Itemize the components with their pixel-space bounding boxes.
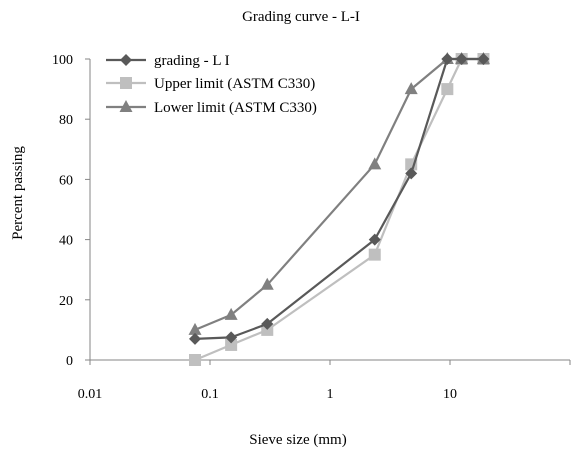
y-tick-label: 60 <box>59 173 73 188</box>
data-point-triangle <box>224 307 238 320</box>
data-point-square <box>368 248 381 261</box>
x-tick-label: 10 <box>443 387 457 402</box>
legend-item: Lower limit (ASTM C330) <box>106 100 317 116</box>
x-axis-ticks: 0.01 0.1 1 10 <box>78 360 571 402</box>
x-tick-label: 0.01 <box>78 387 103 402</box>
data-point-diamond <box>441 53 454 65</box>
x-axis-label: Sieve size (mm) <box>249 432 346 448</box>
data-point-diamond <box>477 53 490 65</box>
data-point-square <box>261 323 274 336</box>
x-tick-label: 0.1 <box>201 387 219 402</box>
data-point-triangle <box>119 100 133 112</box>
y-tick-label: 40 <box>59 234 73 249</box>
legend-label: Lower limit (ASTM C330) <box>154 100 317 116</box>
data-point-triangle <box>188 322 202 335</box>
y-axis-label: Percent passing <box>10 146 26 240</box>
legend-label: grading - L I <box>154 53 230 69</box>
series-layer <box>188 52 490 366</box>
data-point-triangle <box>404 82 418 95</box>
data-point-diamond <box>405 167 418 180</box>
chart-title: Grading curve - L-I <box>242 9 360 25</box>
legend-label: Upper limit (ASTM C330) <box>154 76 315 92</box>
y-tick-label: 20 <box>59 294 73 309</box>
x-tick-label: 1 <box>327 387 334 402</box>
data-point-diamond <box>261 317 274 330</box>
data-point-triangle <box>368 157 382 170</box>
y-tick-label: 80 <box>59 113 73 128</box>
legend: grading - L I Upper limit (ASTM C330) Lowe… <box>106 53 317 116</box>
data-point-square <box>189 354 202 366</box>
series-diamond <box>189 53 490 345</box>
y-axis-ticks: 0 20 40 60 80 100 <box>52 53 90 369</box>
data-point-diamond <box>120 54 132 66</box>
y-tick-label: 100 <box>52 53 73 68</box>
data-point-triangle <box>260 277 274 290</box>
legend-item: Upper limit (ASTM C330) <box>106 76 315 92</box>
data-point-square <box>441 83 454 96</box>
data-point-diamond <box>455 53 468 65</box>
legend-item: grading - L I <box>106 53 230 69</box>
data-point-square <box>225 338 238 351</box>
data-point-square <box>120 77 132 89</box>
data-point-diamond <box>189 332 202 345</box>
y-tick-label: 0 <box>66 354 73 369</box>
data-point-diamond <box>368 233 381 246</box>
data-point-diamond <box>225 331 238 344</box>
